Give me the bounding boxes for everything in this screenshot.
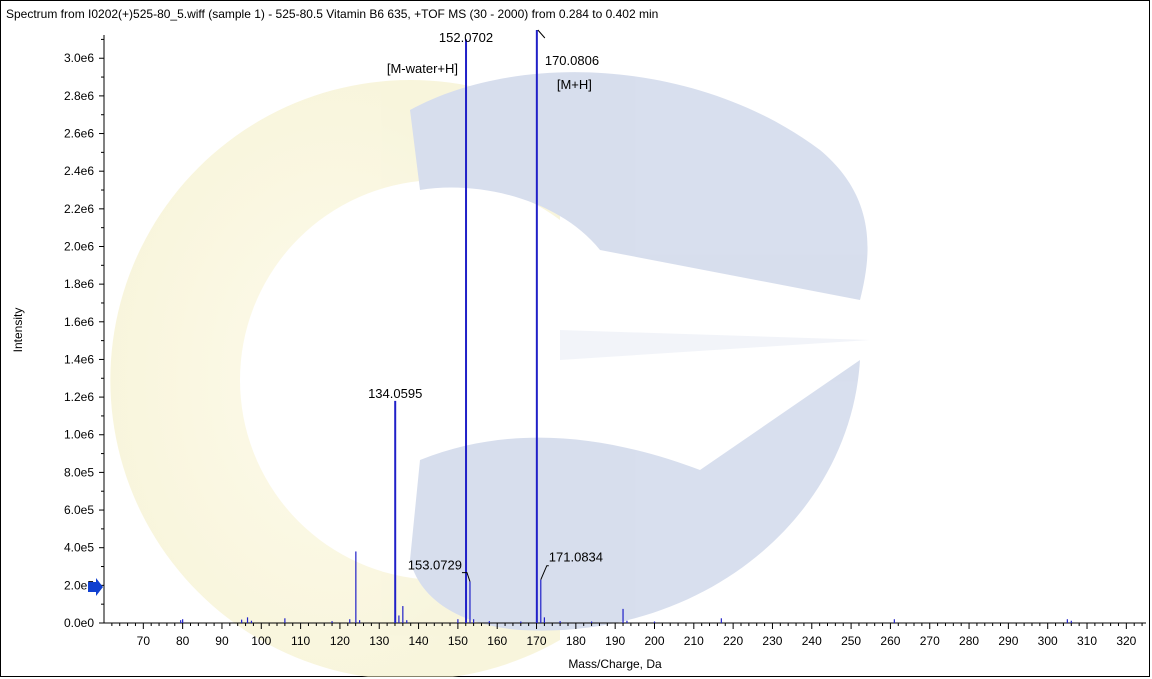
y-tick-label: 1.0e6 [64,428,94,442]
x-tick-label: 270 [920,634,940,648]
x-tick-label: 160 [487,634,507,648]
x-tick-label: 200 [644,634,664,648]
x-tick-label: 70 [137,634,151,648]
annotation-m-water-h: [M-water+H] [387,61,458,76]
x-tick-label: 210 [684,634,704,648]
x-tick-label: 190 [605,634,625,648]
y-tick-label: 2.0e6 [64,239,94,253]
x-tick-label: 140 [409,634,429,648]
x-tick-label: 320 [1116,634,1136,648]
annotation-m-h: [M+H] [557,77,592,92]
y-tick-label: 1.2e6 [64,390,94,404]
watermark-logo [110,72,870,677]
x-tick-label: 150 [448,634,468,648]
y-tick-label: 1.6e6 [64,315,94,329]
y-tick-label: 2.4e6 [64,164,94,178]
peak-label-leader [461,572,471,582]
x-tick-label: 230 [762,634,782,648]
x-tick-label: 300 [1038,634,1058,648]
peak-label-leader [537,29,546,39]
y-tick-label: 6.0e5 [64,503,94,517]
peak-labels: 152.0702 170.0806 134.0595 153.0729 171.0834… [368,29,603,582]
x-tick-label: 280 [959,634,979,648]
y-tick-label: 8.0e5 [64,465,94,479]
chart-title: Spectrum from I0202(+)525-80_5.wiff (sam… [6,7,659,21]
x-tick-label: 100 [251,634,271,648]
x-tick-label: 260 [880,634,900,648]
x-tick-label: 90 [215,634,229,648]
axes: 0.0e0 2.0e5 4.0e5 6.0e5 8.0e5 1.0e6 1.2e6 1.4e6… [64,35,1146,648]
peak-label-134: 134.0595 [368,386,422,401]
y-tick-label: 1.4e6 [64,352,94,366]
peak-label-153: 153.0729 [408,558,462,573]
peaks [180,30,1072,623]
y-tick-label: 0.0e0 [64,616,94,630]
x-tick-label: 130 [369,634,389,648]
x-tick-label: 310 [1077,634,1097,648]
y-tick-label: 3.0e6 [64,51,94,65]
x-tick-label: 180 [566,634,586,648]
y-tick-label: 1.8e6 [64,277,94,291]
peak-label-171: 171.0834 [549,550,603,565]
x-tick-label: 240 [802,634,822,648]
x-tick-label: 120 [330,634,350,648]
y-tick-label: 2.2e6 [64,202,94,216]
x-tick-label: 290 [998,634,1018,648]
baseline-arrow-marker [88,578,103,596]
y-tick-label: 2.0e5 [64,578,94,592]
y-axis-label: Intensity [11,308,25,353]
y-tick-label: 4.0e5 [64,541,94,555]
peak-label-170: 170.0806 [545,53,599,68]
y-tick-label: 2.6e6 [64,127,94,141]
y-tick-label: 2.8e6 [64,89,94,103]
x-tick-label: 250 [841,634,861,648]
x-tick-label: 220 [723,634,743,648]
x-tick-label: 110 [291,634,310,648]
x-tick-label: 80 [176,634,190,648]
peak-label-152: 152.0702 [439,30,493,45]
x-tick-label: 170 [527,634,547,648]
peak-label-leader [540,565,549,580]
x-axis-label: Mass/Charge, Da [568,657,662,671]
